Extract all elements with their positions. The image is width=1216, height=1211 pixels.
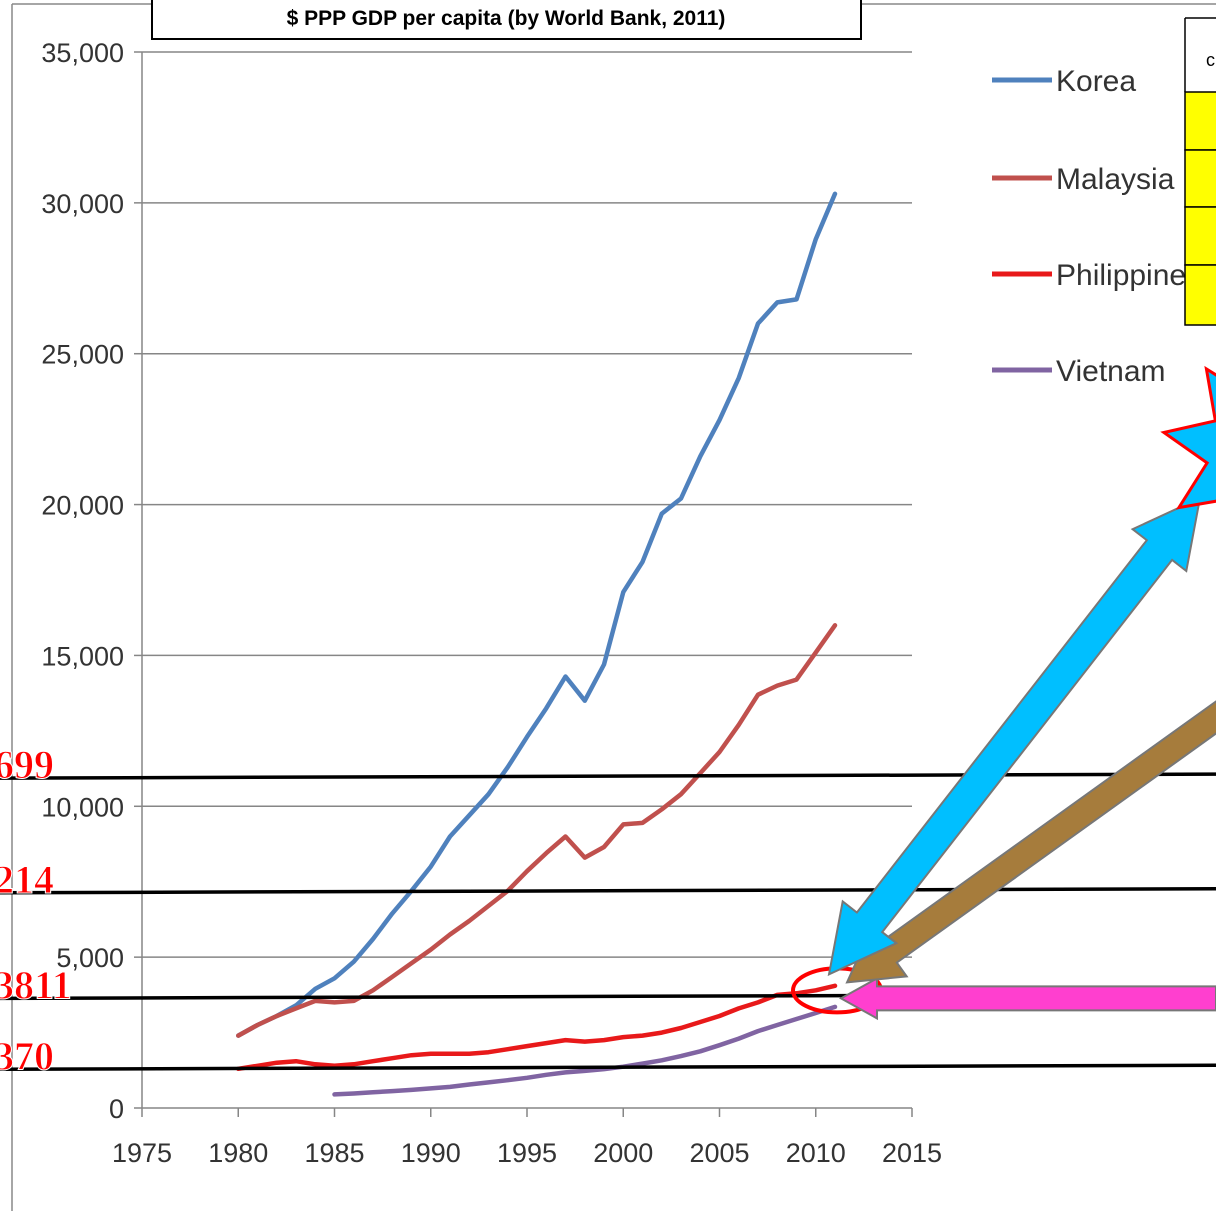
series-line-malaysia (236, 623, 838, 1038)
reference-label: 3811 (0, 962, 72, 1007)
x-tick-label: 1975 (112, 1138, 172, 1168)
chart-title: $ PPP GDP per capita (by World Bank, 201… (287, 7, 726, 30)
axes: 0 5,000 10,000 15,000 20,000 25,000 30,000 35,0… (41, 38, 942, 1168)
table-cell-3 (1184, 206, 1216, 266)
title-frame (151, 0, 862, 40)
reference-line (0, 1063, 1216, 1072)
series-lines (236, 191, 838, 1097)
star-burst (1160, 365, 1216, 510)
reference-lines: 699 214 3811 370 (0, 742, 1216, 1079)
y-tick-label: 0 (109, 1094, 124, 1124)
x-tick-label: 2005 (689, 1138, 749, 1168)
x-tick-label: 1980 (208, 1138, 268, 1168)
y-tick-label: 30,000 (41, 189, 124, 219)
y-tick-label: 20,000 (41, 491, 124, 521)
reference-label: 370 (0, 1033, 54, 1078)
x-tick-label: 2000 (593, 1138, 653, 1168)
y-tick-label: 10,000 (41, 792, 124, 822)
series-line-philippines (236, 983, 838, 1072)
x-tick-label: 1985 (304, 1138, 364, 1168)
series-line-vietnam (332, 1004, 838, 1097)
y-tick-label: 15,000 (41, 641, 124, 671)
table-cell-2 (1184, 149, 1216, 208)
x-tick-label: 1995 (497, 1138, 557, 1168)
x-tick-label: 2015 (882, 1138, 942, 1168)
legend-label-malaysia: Malaysia (1056, 163, 1175, 196)
reference-label: 214 (0, 857, 54, 902)
series-line-korea (236, 191, 838, 1038)
reference-line (0, 772, 1216, 780)
data-table: c (1184, 17, 1216, 326)
legend-label-philippines: Philippines (1056, 259, 1201, 292)
table-cell-1 (1184, 91, 1216, 151)
y-tick-label: 35,000 (41, 38, 124, 68)
reference-label: 699 (0, 742, 54, 787)
annotations-overlay (791, 365, 1216, 1021)
table-header-text: c (1206, 50, 1215, 70)
x-tick-label: 2010 (786, 1138, 846, 1168)
table-cell-4 (1184, 264, 1216, 326)
y-tick-label: 25,000 (41, 340, 124, 370)
legend-label-korea: Korea (1056, 65, 1136, 98)
legend-label-vietnam: Vietnam (1056, 355, 1166, 388)
y-tick-label: 5,000 (56, 943, 124, 973)
reference-line (0, 887, 1216, 895)
legend: Korea Malaysia Philippines Vietnam (992, 65, 1201, 388)
gridlines (142, 51, 912, 958)
chart-title-box: $ PPP GDP per capita (by World Bank, 201… (151, 0, 862, 40)
x-tick-label: 1990 (401, 1138, 461, 1168)
